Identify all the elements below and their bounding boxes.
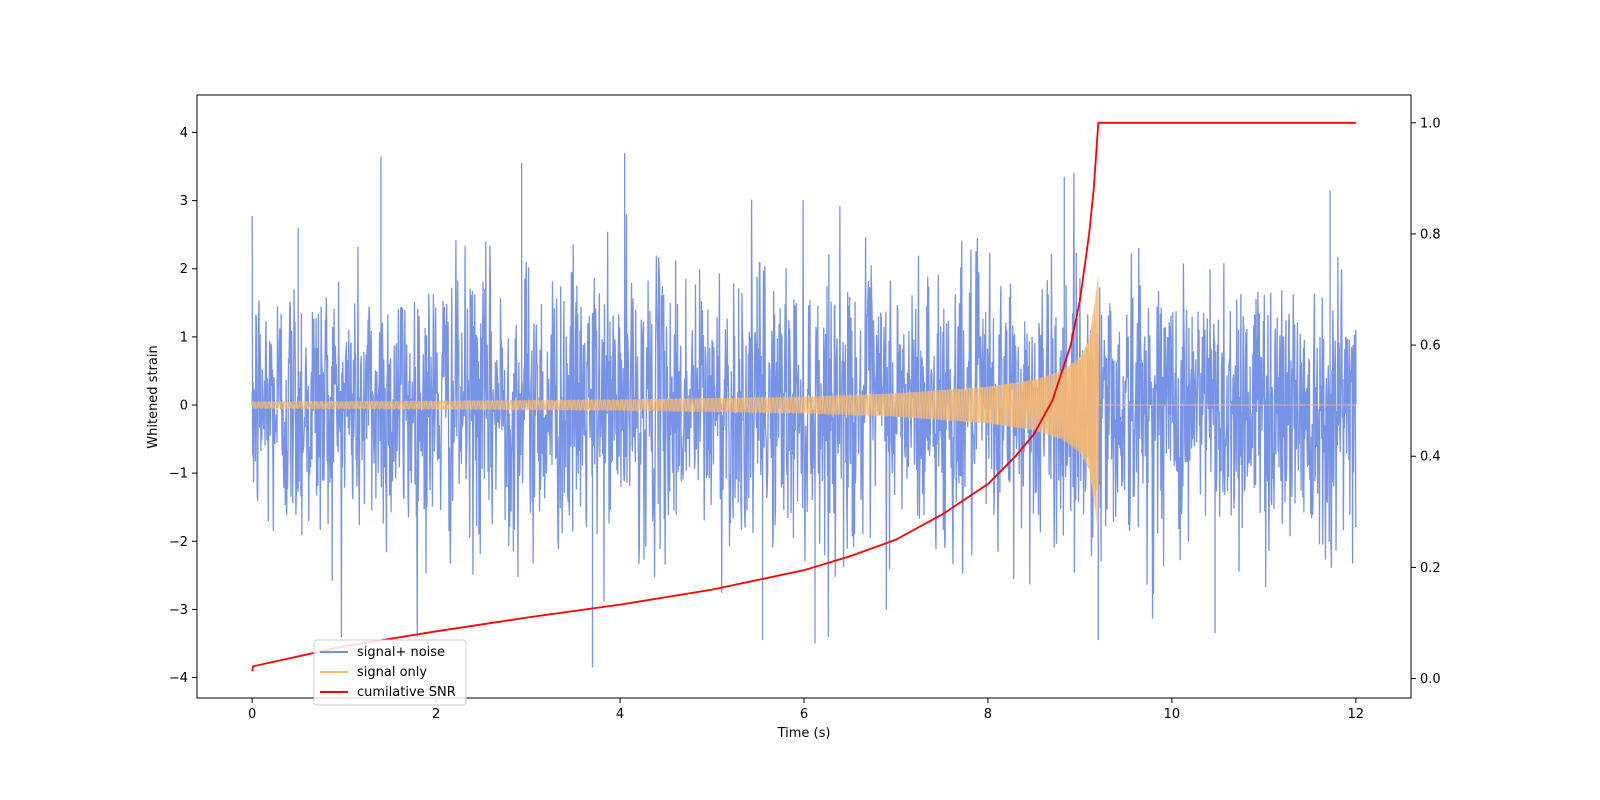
x-tick-label: 10 [1164,707,1181,722]
y-tick-label: 1 [180,330,188,345]
x-axis-label: Time (s) [777,726,831,741]
y-tick-label: −2 [169,535,188,550]
legend-label-cumulative-snr: cumilative SNR [357,685,456,700]
y-axis-right: 0.0 0.2 0.4 0.6 0.8 1.0 [1411,116,1441,687]
y-right-tick-label: 0.8 [1420,227,1441,242]
series-signal-only-envelope [252,272,1356,538]
x-tick-label: 2 [432,707,440,722]
x-tick-label: 6 [800,707,808,722]
x-tick-label: 12 [1348,707,1365,722]
y-axis-left: −4 −3 −2 −1 0 1 2 3 4 [169,126,197,686]
y-tick-label: −3 [169,603,188,618]
x-tick-label: 0 [248,707,256,722]
y-tick-label: 0 [180,399,188,414]
legend-label-signal-noise: signal+ noise [357,645,445,660]
y-right-tick-label: 0.6 [1420,339,1441,354]
y-right-tick-label: 0.4 [1420,450,1441,465]
x-tick-label: 8 [984,707,992,722]
series-cumulative-snr [251,121,1356,672]
y-right-tick-label: 1.0 [1420,116,1441,131]
x-tick-label: 4 [616,707,624,722]
legend-frame [313,639,467,706]
y-tick-label: −4 [169,671,188,686]
y-tick-label: 3 [180,194,188,209]
x-axis: 0 2 4 6 8 10 12 [248,698,1364,722]
y-axis-label: Whitened strain [146,345,161,448]
y-right-tick-label: 0.0 [1420,672,1441,687]
y-tick-label: 4 [180,126,188,141]
y-tick-label: 2 [180,262,188,277]
legend-label-signal-only: signal only [357,665,427,680]
legend: signal+ noise signal only cumilative SNR [313,639,467,706]
series-signal-only [251,281,1356,508]
series-layer [251,121,1357,672]
y-tick-label: −1 [169,467,188,482]
y-right-tick-label: 0.2 [1420,561,1441,576]
